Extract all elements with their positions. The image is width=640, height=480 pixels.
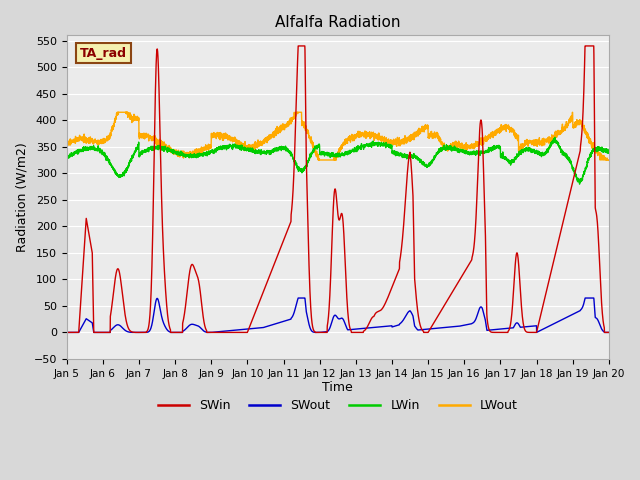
- LWout: [214, 133, 222, 139]
- LWout: [391, 139, 399, 145]
- SWin: [294, 43, 302, 49]
- SWout: [63, 330, 70, 336]
- SWout: [214, 329, 222, 335]
- LWin: [605, 149, 612, 155]
- LWin: [605, 149, 612, 155]
- SWout: [605, 330, 612, 336]
- LWin: [576, 181, 584, 187]
- LWout: [63, 143, 70, 148]
- SWout: [605, 330, 612, 336]
- Y-axis label: Radiation (W/m2): Radiation (W/m2): [15, 142, 28, 252]
- Line: SWin: SWin: [67, 46, 609, 333]
- SWin: [63, 330, 70, 336]
- Line: SWout: SWout: [67, 298, 609, 333]
- LWout: [113, 109, 121, 115]
- SWin: [400, 216, 408, 222]
- Title: Alfalfa Radiation: Alfalfa Radiation: [275, 15, 401, 30]
- LWin: [179, 152, 187, 158]
- SWout: [554, 319, 561, 325]
- SWin: [554, 242, 561, 248]
- Text: TA_rad: TA_rad: [80, 47, 127, 60]
- SWout: [179, 328, 187, 334]
- Line: LWout: LWout: [67, 112, 609, 160]
- SWin: [391, 278, 399, 284]
- Line: LWin: LWin: [67, 137, 609, 184]
- LWin: [390, 152, 398, 157]
- X-axis label: Time: Time: [323, 382, 353, 395]
- LWin: [554, 139, 561, 145]
- SWin: [605, 330, 612, 336]
- LWin: [400, 152, 408, 158]
- LWin: [551, 134, 559, 140]
- LWout: [401, 140, 408, 145]
- LWin: [63, 154, 70, 160]
- SWin: [605, 330, 612, 336]
- LWout: [605, 157, 612, 163]
- LWout: [605, 157, 612, 163]
- LWin: [214, 146, 222, 152]
- Legend: SWin, SWout, LWin, LWout: SWin, SWout, LWin, LWout: [153, 395, 523, 418]
- SWin: [214, 330, 222, 336]
- SWout: [294, 295, 302, 301]
- LWout: [315, 157, 323, 163]
- LWout: [179, 153, 187, 159]
- SWin: [179, 320, 187, 325]
- SWout: [400, 316, 408, 322]
- LWout: [554, 130, 561, 135]
- SWout: [391, 324, 399, 329]
